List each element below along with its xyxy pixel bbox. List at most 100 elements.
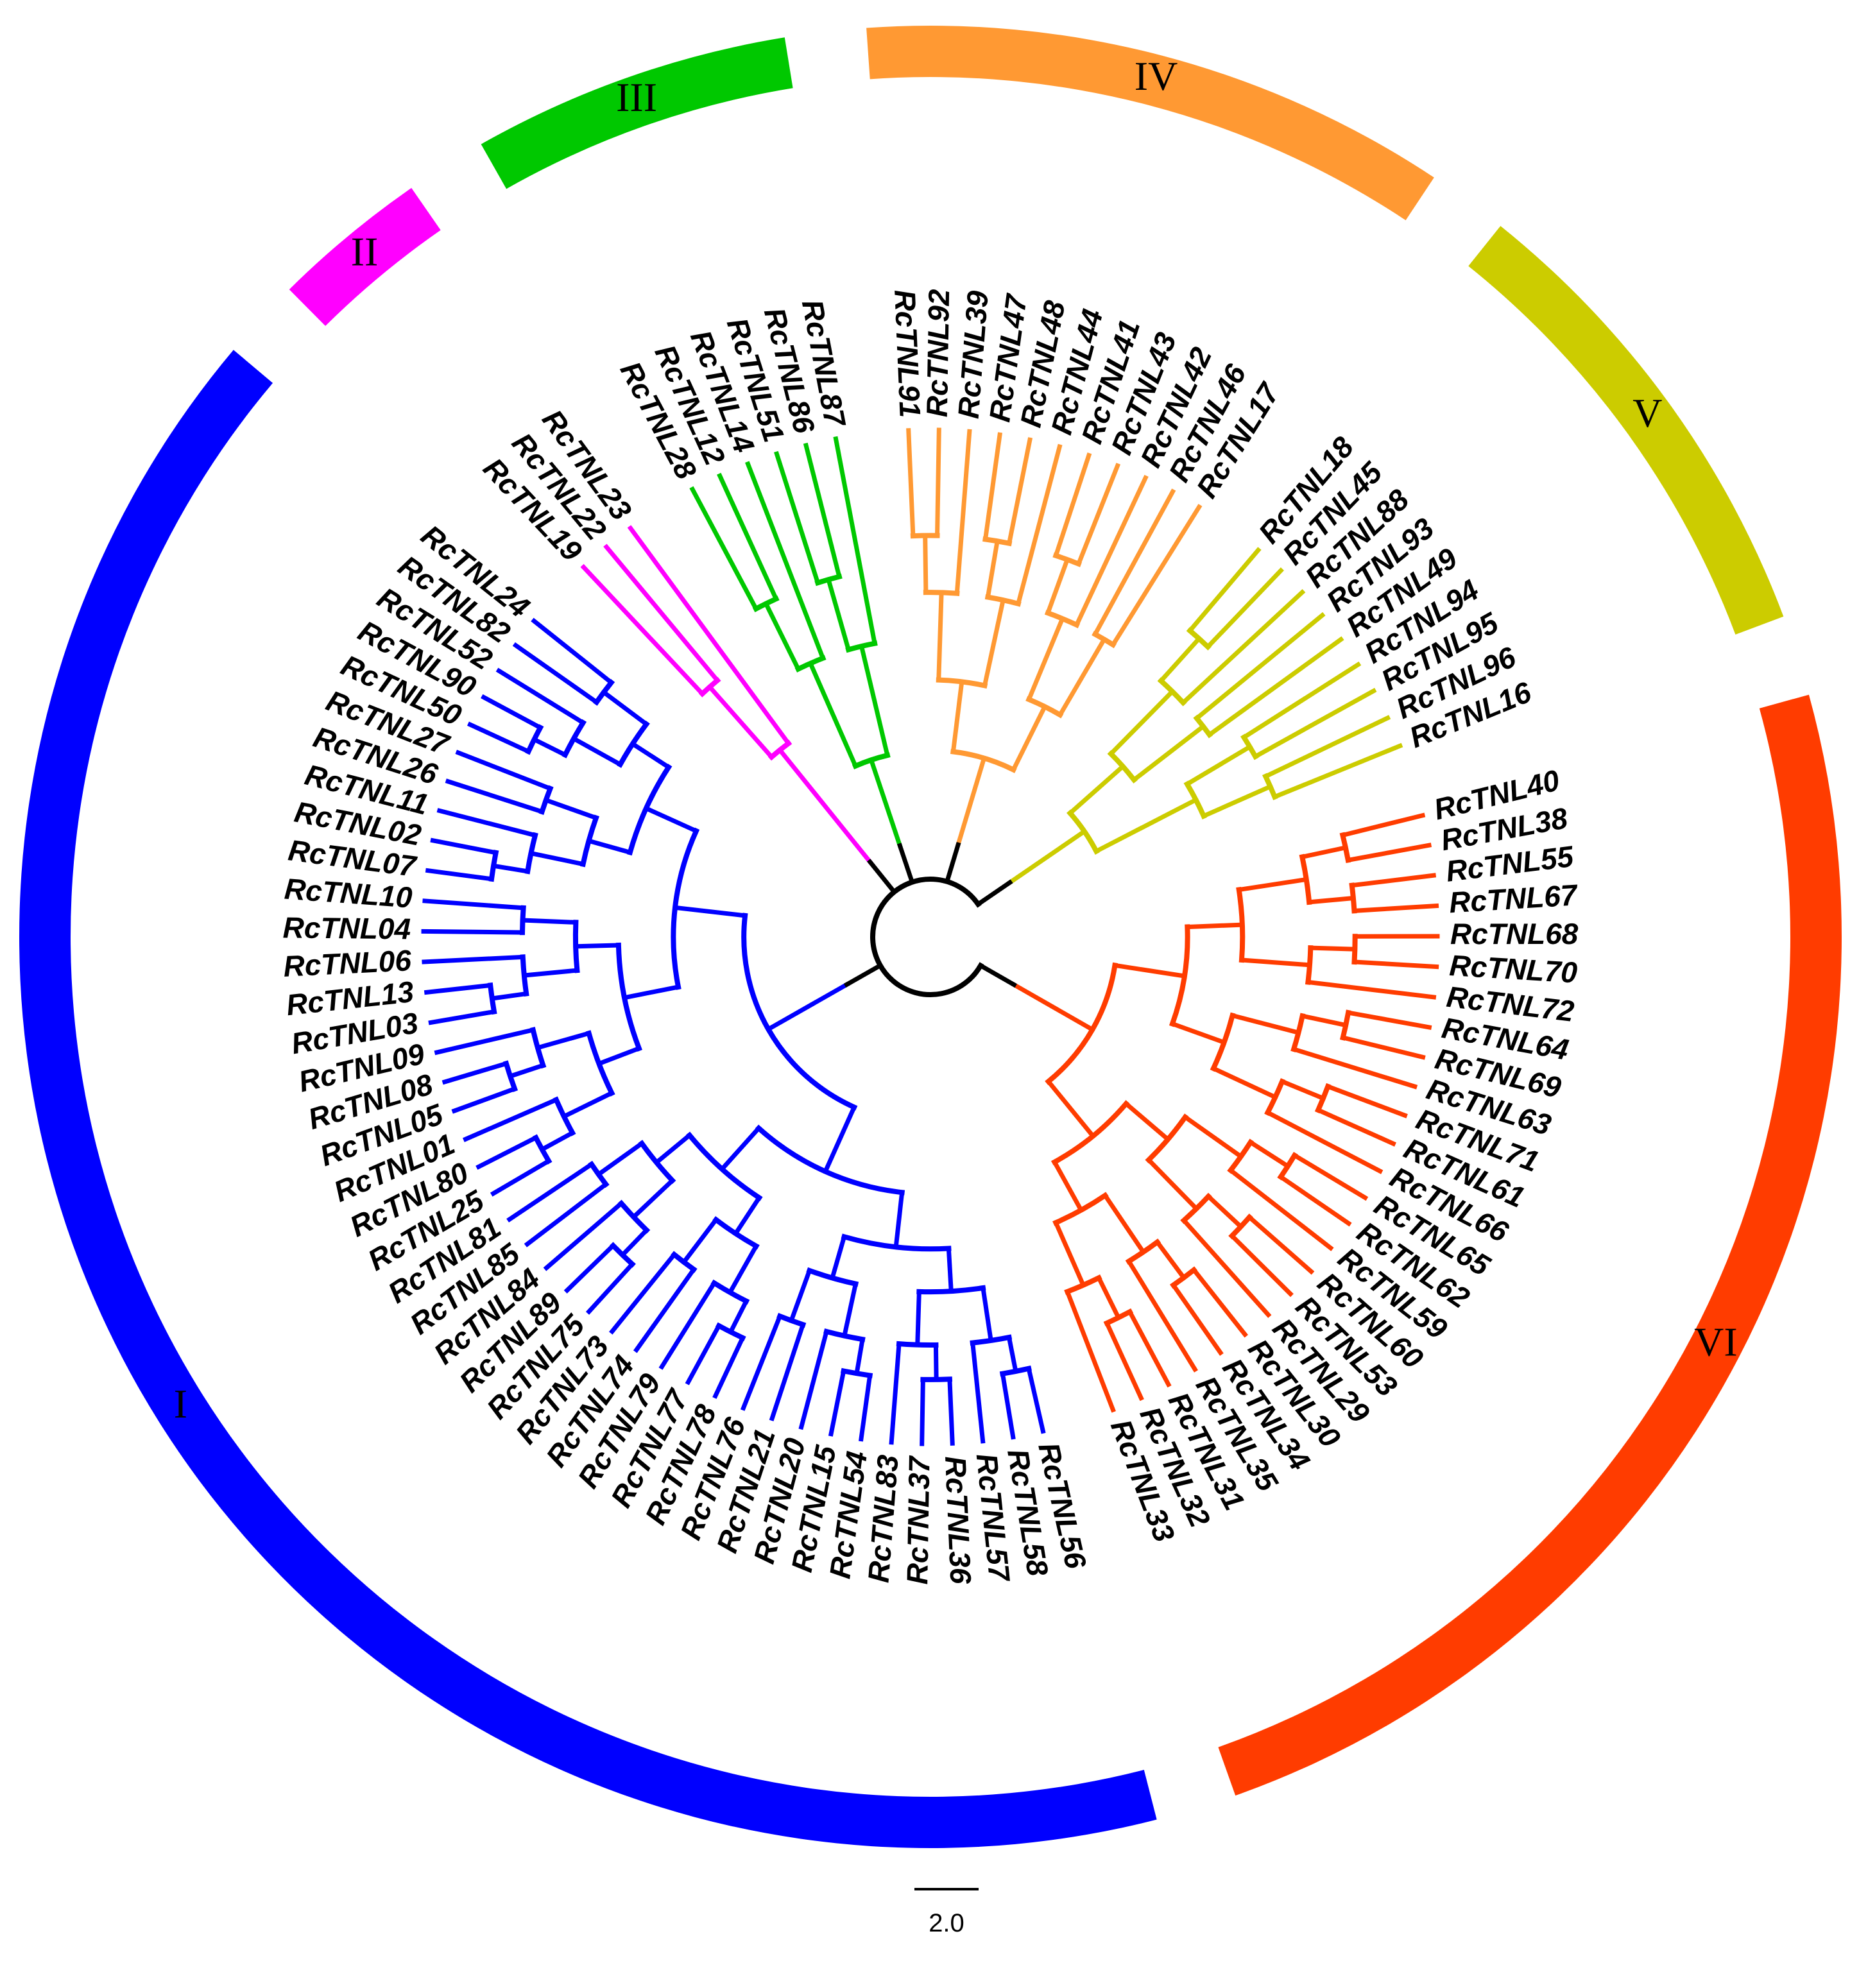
internal-branch bbox=[825, 576, 852, 653]
internal-branch bbox=[807, 660, 859, 769]
internal-branch bbox=[762, 601, 801, 673]
internal-branch bbox=[868, 757, 903, 849]
leaf-branch bbox=[712, 1335, 746, 1400]
internal-branch bbox=[1102, 1192, 1147, 1255]
internal-branch bbox=[1299, 1013, 1349, 1028]
leaf-branch bbox=[1271, 742, 1403, 800]
leaf-branch bbox=[543, 1200, 625, 1271]
leaf-branch bbox=[934, 427, 941, 538]
internal-branch bbox=[1239, 957, 1312, 968]
internal-branch bbox=[915, 1289, 921, 1348]
leaf-branch bbox=[858, 1373, 873, 1442]
leaf-branch bbox=[1246, 1213, 1315, 1275]
internal-branch bbox=[859, 643, 891, 758]
leaf-branch bbox=[717, 472, 780, 602]
leaf-branch bbox=[1240, 661, 1362, 741]
internal-branch bbox=[1154, 1238, 1187, 1281]
leaf-branch bbox=[1206, 636, 1344, 738]
internal-branch bbox=[1185, 922, 1245, 930]
leaf-label: RcTNL91 bbox=[888, 289, 927, 418]
leaf-branch bbox=[1324, 1083, 1408, 1118]
internal-branch bbox=[732, 1194, 762, 1237]
internal-branch bbox=[491, 863, 531, 874]
leaf-branch bbox=[424, 982, 493, 995]
leaf-branch bbox=[512, 642, 600, 706]
internal-branch bbox=[1210, 1065, 1279, 1101]
internal-branch bbox=[1067, 763, 1126, 817]
leaf-branch bbox=[495, 667, 587, 726]
leaf-branch bbox=[425, 868, 494, 882]
internal-branch bbox=[788, 1267, 812, 1324]
internal-branch bbox=[539, 1129, 576, 1153]
leaf-branch bbox=[506, 1161, 595, 1223]
leaf-branch bbox=[524, 1181, 610, 1247]
internal-branch bbox=[726, 1243, 760, 1296]
leaf-branch bbox=[428, 1009, 497, 1025]
internal-branch bbox=[1131, 723, 1206, 784]
leaf-branch bbox=[1227, 1167, 1334, 1251]
leaf-branch bbox=[1126, 1258, 1198, 1373]
internal-branch bbox=[955, 755, 987, 848]
clade-ring-segment bbox=[866, 26, 1434, 221]
internal-branch bbox=[1299, 844, 1349, 860]
leaf-branch bbox=[740, 1313, 783, 1411]
leaf-labels: RcTNL40RcTNL38RcTNL55RcTNL67RcTNL68RcTNL… bbox=[282, 289, 1579, 1585]
leaf-branch bbox=[1305, 979, 1437, 1000]
internal-branch bbox=[776, 746, 873, 866]
internal-branch bbox=[586, 837, 633, 855]
backbone-branch bbox=[866, 859, 898, 895]
internal-branch bbox=[1057, 636, 1108, 718]
leaf-branch bbox=[1053, 452, 1092, 559]
leaf-branch bbox=[1349, 873, 1437, 888]
leaf-branch bbox=[463, 1097, 560, 1142]
leaf-branch bbox=[1180, 1217, 1272, 1318]
leaf-branch bbox=[1194, 612, 1326, 722]
internal-branch bbox=[950, 679, 964, 755]
backbone-branch bbox=[843, 962, 884, 988]
internal-branch bbox=[727, 1298, 750, 1335]
tree-branches bbox=[421, 427, 1440, 1446]
leaf-branch bbox=[434, 1027, 536, 1056]
internal-branch bbox=[630, 741, 672, 771]
internal-branch bbox=[672, 905, 748, 918]
internal-branch bbox=[561, 1090, 615, 1120]
backbone-branch bbox=[896, 843, 915, 886]
leaf-label: RcTNL37 bbox=[900, 1455, 936, 1585]
internal-branch bbox=[535, 1030, 592, 1051]
leaf-branch bbox=[1262, 715, 1391, 780]
leaf-branch bbox=[531, 617, 615, 686]
internal-branch bbox=[1236, 877, 1309, 893]
leaf-branch bbox=[627, 525, 792, 747]
leaf-branch bbox=[430, 837, 499, 855]
leaf-branch bbox=[1252, 687, 1377, 760]
leaf-branch bbox=[954, 429, 972, 596]
leaf-branch bbox=[906, 428, 916, 538]
internal-branch bbox=[1112, 963, 1187, 979]
leaf-branch bbox=[774, 450, 821, 586]
clade-ring-segment bbox=[1218, 694, 1842, 1796]
leaf-branch bbox=[422, 898, 526, 911]
internal-branch bbox=[522, 968, 580, 978]
clade-label: II bbox=[351, 228, 379, 274]
internal-branch bbox=[1010, 703, 1048, 773]
leaf-branch bbox=[982, 432, 1003, 542]
leaf-branch bbox=[920, 1377, 925, 1446]
internal-branch bbox=[621, 984, 681, 1000]
internal-branch bbox=[531, 736, 569, 758]
internal-branch bbox=[985, 538, 1000, 600]
clade-ring-segment bbox=[289, 187, 441, 326]
leaf-branch bbox=[445, 778, 545, 815]
internal-branch bbox=[680, 1216, 719, 1265]
internal-branch bbox=[595, 1140, 646, 1178]
internal-branch bbox=[595, 1045, 642, 1067]
leaf-branch bbox=[889, 1341, 902, 1445]
leaf-branch bbox=[421, 929, 525, 935]
internal-branch bbox=[1095, 1274, 1122, 1321]
leaf-branch bbox=[1092, 488, 1176, 638]
leaf-branch bbox=[1228, 1232, 1294, 1298]
internal-branch bbox=[1011, 981, 1096, 1033]
internal-branch bbox=[1006, 1335, 1018, 1375]
leaf-branch bbox=[1351, 959, 1439, 970]
